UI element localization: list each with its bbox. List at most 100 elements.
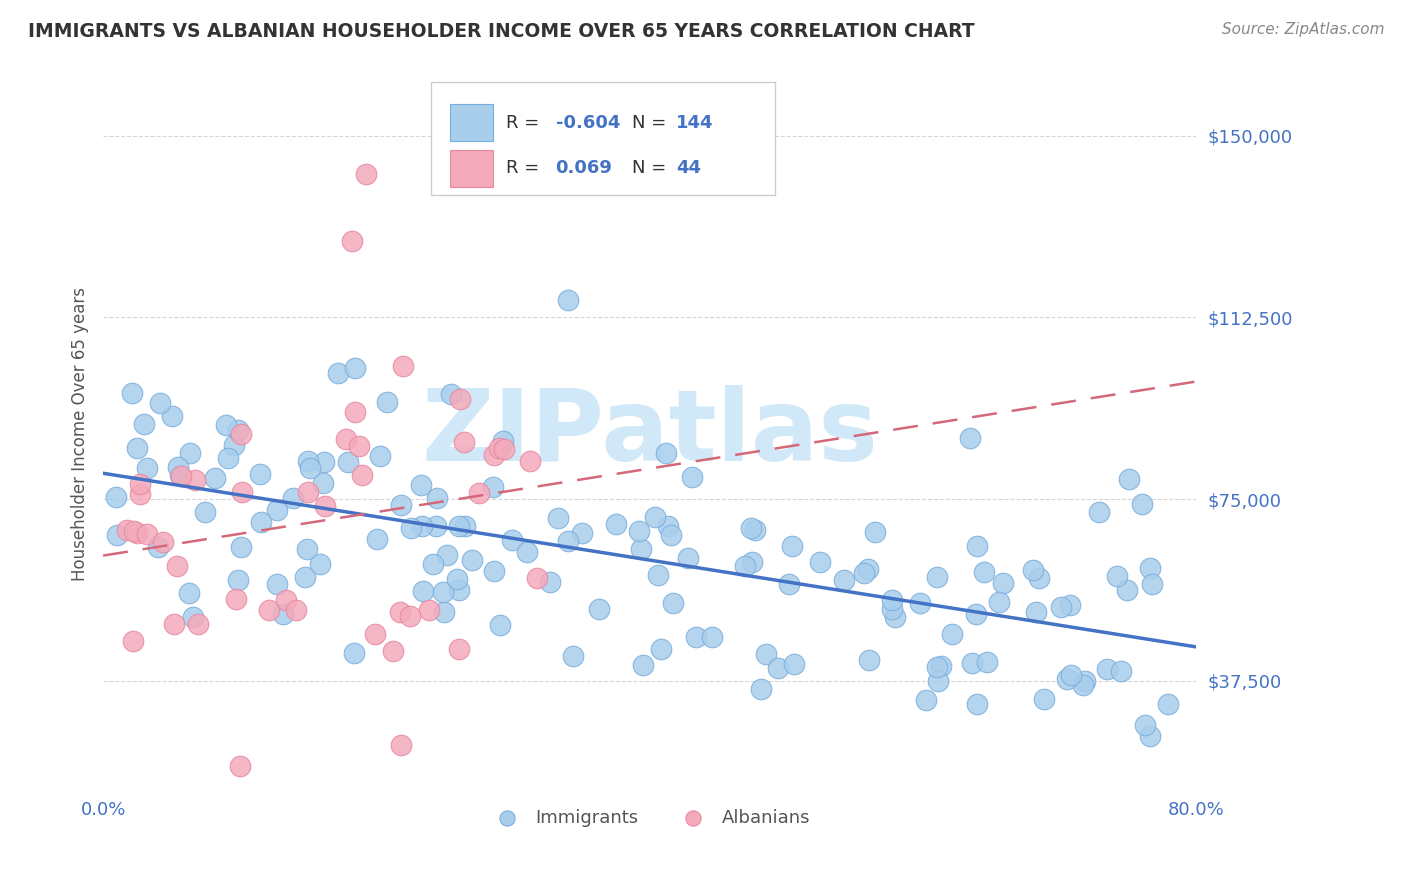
Point [1022, 563, 1045, 577]
Point [1139, 730, 1161, 744]
Point [121, 634, 143, 648]
Point [538, 575, 561, 590]
Point [391, 359, 413, 373]
Point [399, 609, 422, 624]
Point [1139, 561, 1161, 575]
Point [1107, 569, 1129, 583]
Text: -0.604: -0.604 [555, 114, 620, 132]
Point [409, 478, 432, 492]
Point [659, 528, 682, 542]
Point [166, 558, 188, 573]
Point [929, 658, 952, 673]
Point [1059, 598, 1081, 612]
Point [382, 644, 405, 658]
Point [488, 441, 510, 455]
Point [883, 610, 905, 624]
Point [340, 235, 363, 249]
Point [447, 519, 470, 533]
Point [454, 518, 477, 533]
Point [880, 601, 903, 615]
Point [768, 661, 790, 675]
Point [163, 617, 186, 632]
Point [368, 449, 391, 463]
Point [1028, 570, 1050, 584]
Point [965, 607, 987, 621]
Point [852, 566, 875, 580]
Point [297, 484, 319, 499]
Point [1116, 582, 1139, 597]
Point [440, 387, 463, 401]
Point [492, 434, 515, 449]
Point [335, 432, 357, 446]
Point [271, 607, 294, 622]
Point [127, 441, 149, 455]
Point [179, 586, 201, 600]
Point [927, 674, 949, 689]
Point [1130, 497, 1153, 511]
Point [295, 542, 318, 557]
Point [856, 562, 879, 576]
Text: N =: N = [633, 114, 672, 132]
Text: R =: R = [506, 114, 546, 132]
Point [389, 738, 412, 752]
Point [121, 385, 143, 400]
Point [863, 524, 886, 539]
Point [224, 437, 246, 451]
Point [309, 557, 332, 571]
Point [117, 524, 139, 538]
Text: N =: N = [633, 160, 672, 178]
Point [1033, 691, 1056, 706]
Point [194, 505, 217, 519]
Point [281, 491, 304, 505]
Point [388, 605, 411, 619]
Point [446, 572, 468, 586]
Point [1095, 662, 1118, 676]
Point [685, 630, 707, 644]
Point [734, 559, 756, 574]
Point [657, 518, 679, 533]
Point [422, 557, 444, 571]
Point [449, 641, 471, 656]
Text: R =: R = [506, 160, 546, 178]
Point [782, 539, 804, 553]
Point [461, 553, 484, 567]
Point [132, 417, 155, 431]
Point [169, 468, 191, 483]
Point [1050, 599, 1073, 614]
Point [588, 602, 610, 616]
Point [124, 524, 146, 538]
Point [432, 584, 454, 599]
Point [741, 555, 763, 569]
Point [433, 605, 456, 619]
Point [858, 653, 880, 667]
Point [412, 583, 434, 598]
Point [740, 521, 762, 535]
Point [135, 461, 157, 475]
Point [266, 577, 288, 591]
Point [231, 484, 253, 499]
Point [426, 491, 449, 506]
Point [959, 431, 981, 445]
Point [1074, 674, 1097, 689]
Point [187, 617, 209, 632]
Point [152, 535, 174, 549]
Point [782, 657, 804, 671]
Point [489, 618, 512, 632]
Point [744, 524, 766, 538]
Point [449, 392, 471, 406]
Point [377, 395, 399, 409]
FancyBboxPatch shape [432, 82, 775, 195]
Point [107, 527, 129, 541]
Point [526, 571, 548, 585]
Point [135, 527, 157, 541]
Point [810, 555, 832, 569]
Point [217, 451, 239, 466]
Point [751, 681, 773, 696]
Point [631, 657, 654, 672]
Point [628, 524, 651, 538]
Point [966, 697, 988, 711]
Point [557, 293, 579, 308]
Text: 44: 44 [676, 160, 700, 178]
Point [257, 602, 280, 616]
Point [389, 498, 412, 512]
